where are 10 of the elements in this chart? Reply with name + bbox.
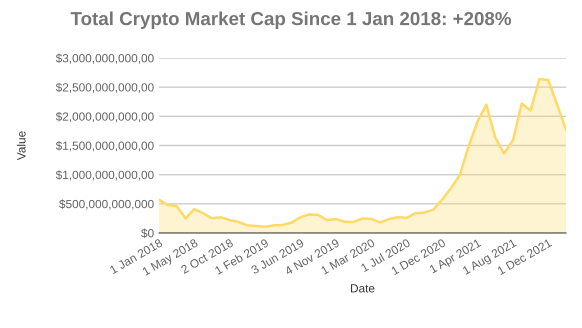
y-tick-label: $0 [141, 228, 154, 238]
x-axis-title: Date [351, 284, 374, 292]
y-axis-title: Value [16, 131, 26, 160]
y-tick-label: $3,000,000,000,00 [56, 54, 154, 64]
y-tick-label: $1,500,000,000,00 [56, 141, 154, 152]
y-tick-label: $2,000,000,000,00 [56, 112, 154, 122]
y-tick-label: $500,000,000,000 [59, 199, 154, 210]
y-tick-label: $2,500,000,000,00 [56, 82, 154, 93]
y-tick-label: $1,000,000,000,00 [56, 170, 154, 180]
chart-title: Total Crypto Market Cap Since 1 Jan 2018: +208% [70, 11, 512, 29]
